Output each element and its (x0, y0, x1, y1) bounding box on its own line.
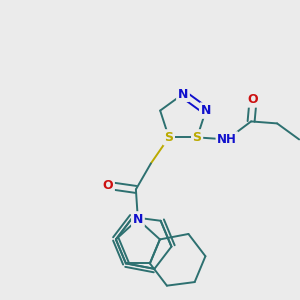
Text: N: N (201, 104, 211, 117)
Text: N: N (133, 213, 143, 226)
Text: N: N (133, 213, 143, 226)
Text: N: N (178, 88, 188, 100)
Text: S: S (193, 131, 202, 144)
Text: O: O (103, 179, 113, 192)
Text: O: O (248, 93, 258, 106)
Text: N: N (201, 104, 211, 117)
Text: NH: NH (217, 133, 237, 146)
Text: S: S (164, 131, 173, 144)
Text: O: O (103, 179, 113, 192)
Text: NH: NH (217, 133, 237, 146)
Text: S: S (164, 131, 173, 144)
Text: S: S (193, 131, 202, 144)
Text: O: O (248, 93, 258, 106)
Text: N: N (178, 88, 188, 100)
